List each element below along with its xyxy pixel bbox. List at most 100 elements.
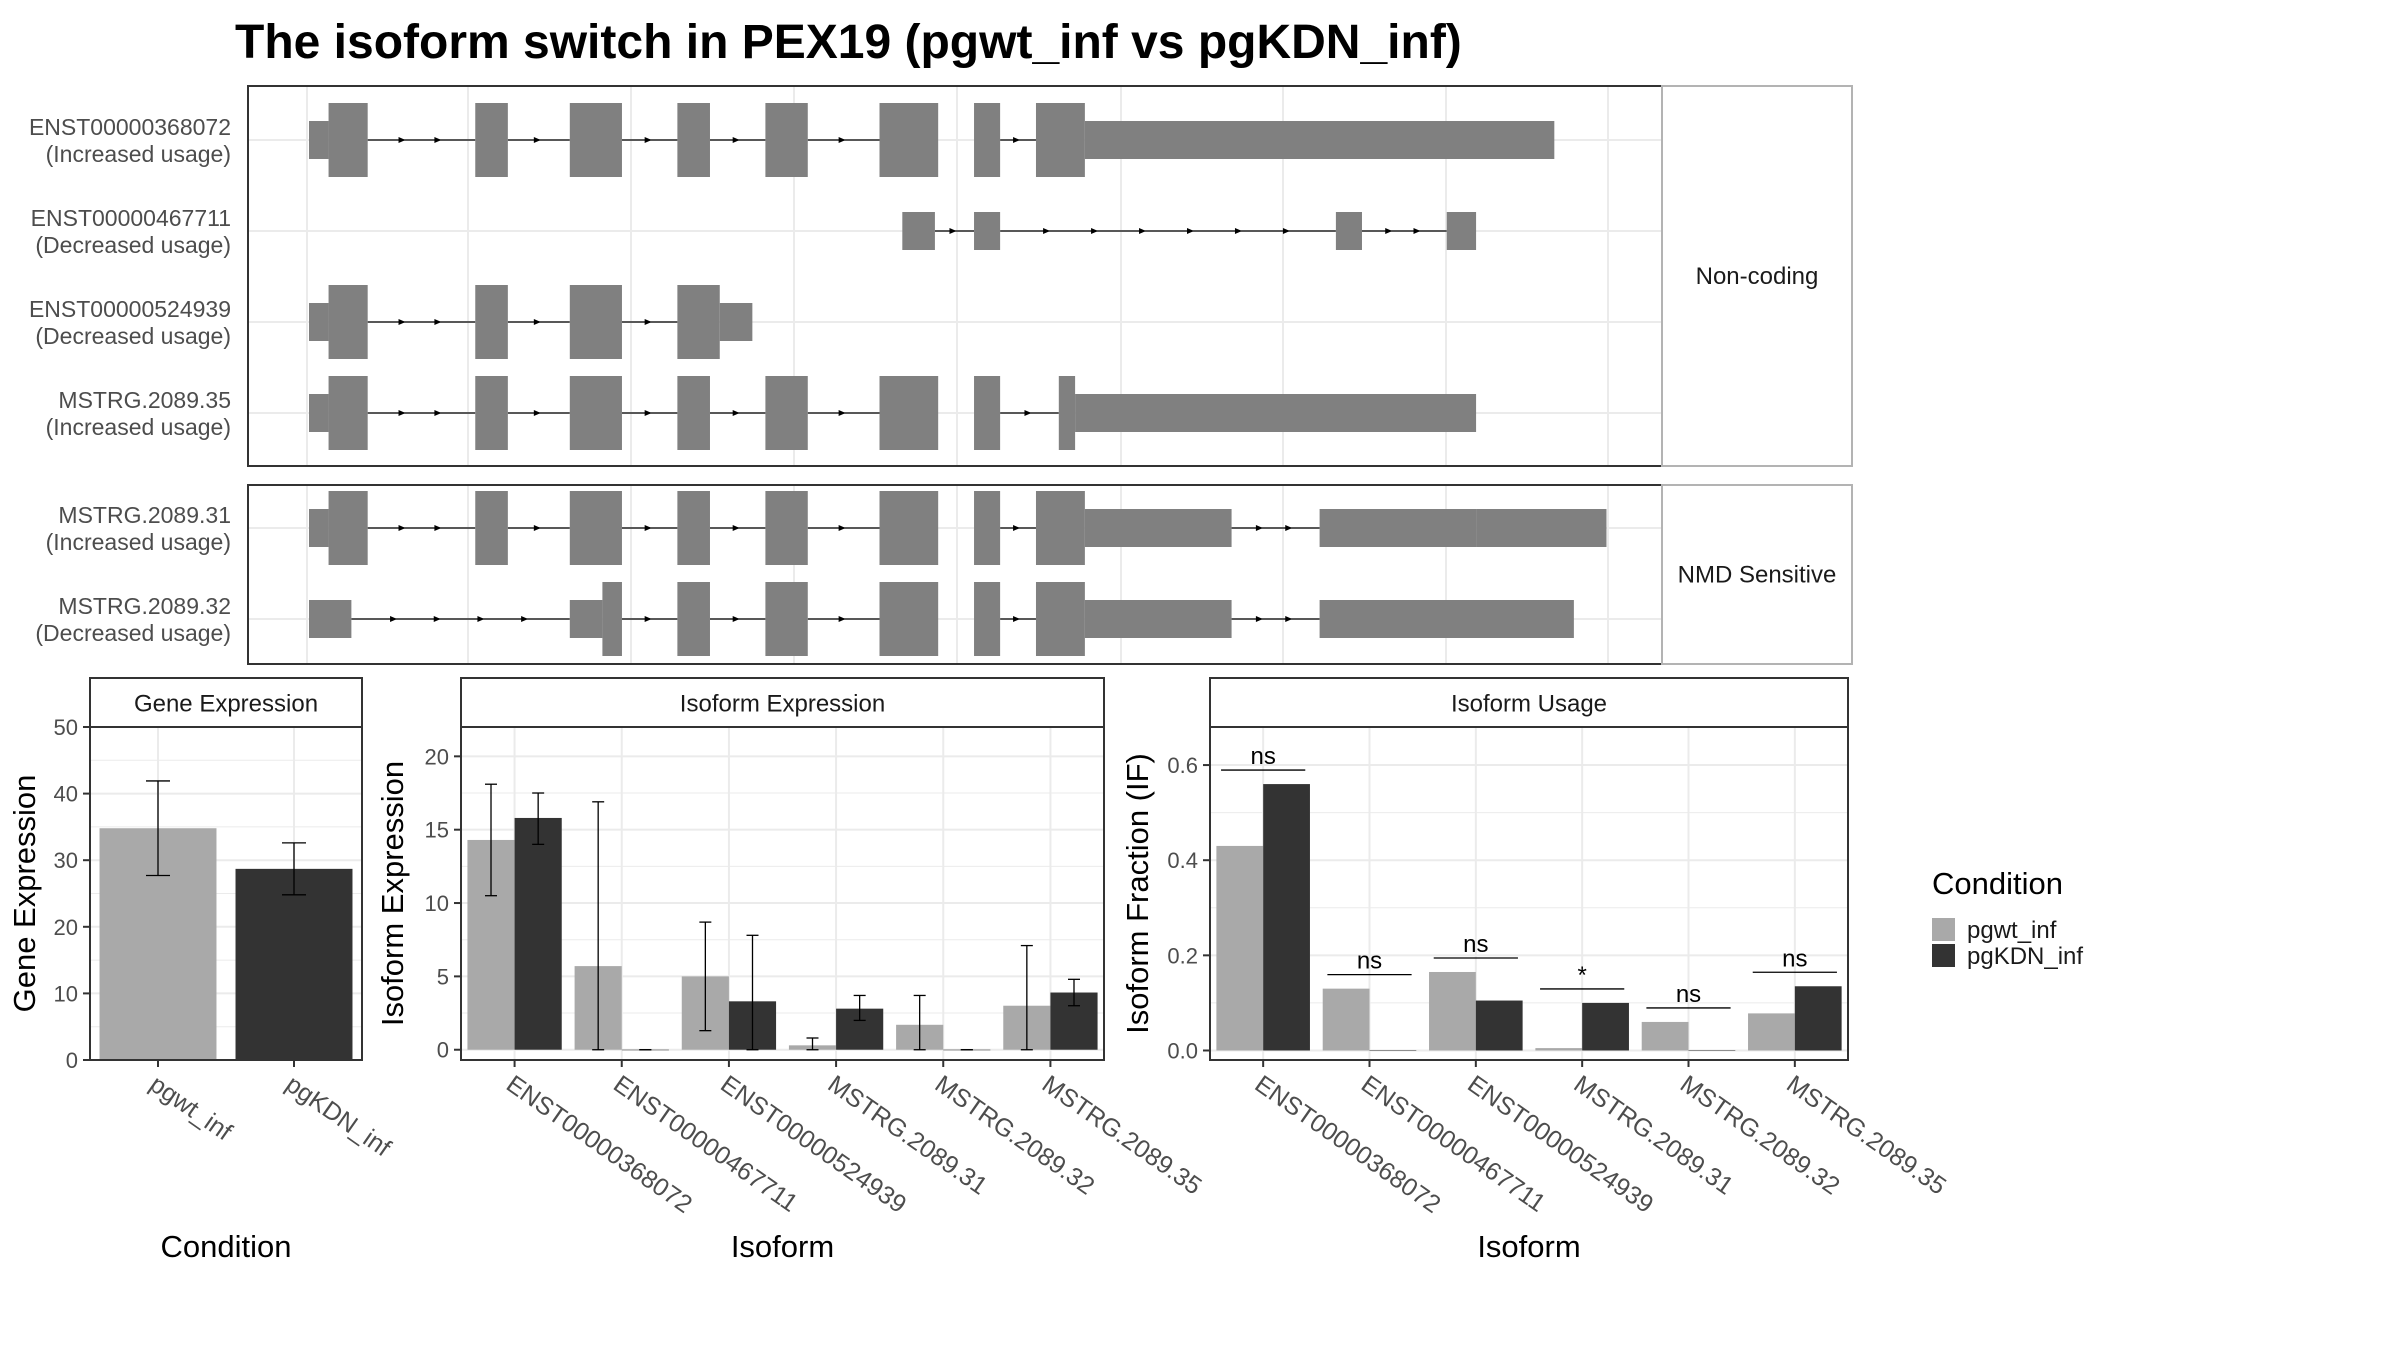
figure-title: The isoform switch in PEX19 (pgwt_inf vs… (235, 16, 1462, 69)
y-tick-label: 0.2 (1167, 943, 1198, 968)
exon (765, 103, 808, 177)
isoform-usage-change: (Increased usage) (46, 529, 231, 555)
intron-arrow (1186, 228, 1194, 234)
x-tick-label: ENST00000467711 (1356, 1070, 1550, 1218)
intron-arrow (434, 319, 442, 325)
bar-pgKDN_inf (1263, 784, 1310, 1051)
intron-arrow (1282, 228, 1290, 234)
legend-label: pgKDN_inf (1967, 943, 2083, 970)
exon (974, 491, 1001, 565)
facet-strip-label: Gene Expression (134, 691, 318, 718)
bar-pgwt_inf (1641, 1021, 1689, 1051)
x-axis-title: Condition (161, 1229, 292, 1264)
bar-pgKDN_inf (1688, 1050, 1736, 1051)
intron-arrow (732, 616, 740, 622)
facet-strip (89, 677, 363, 728)
exon (309, 600, 352, 638)
intron-arrow (533, 410, 541, 416)
intron-arrow (398, 319, 406, 325)
y-tick-label: 50 (54, 715, 78, 740)
exon (309, 509, 329, 547)
exon (974, 376, 1001, 450)
y-tick-label: 30 (54, 848, 78, 873)
exon (1476, 509, 1607, 547)
exon (309, 303, 329, 341)
exon (569, 285, 622, 359)
facet-strip-label: Isoform Usage (1451, 691, 1607, 718)
isoform-usage-change: (Decreased usage) (35, 620, 231, 646)
exon (902, 212, 935, 250)
y-tick-label: 15 (425, 818, 449, 843)
x-tick-label: ENST00000524939 (715, 1070, 911, 1219)
exon (974, 103, 1001, 177)
intron-arrow (949, 228, 957, 234)
bar-pgwt_inf (1322, 988, 1370, 1051)
exon (974, 582, 1001, 656)
exon (765, 376, 808, 450)
exon (1319, 509, 1477, 547)
exon (309, 121, 329, 159)
exon (677, 582, 710, 656)
intron-arrow (1013, 525, 1021, 531)
isoform-label: ENST00000524939 (Decreased usage) (29, 296, 231, 349)
exon (475, 285, 508, 359)
exon (475, 491, 508, 565)
intron-arrow (644, 410, 652, 416)
exon (1035, 491, 1085, 565)
exon (328, 285, 368, 359)
intron-arrow (644, 616, 652, 622)
isoform-id: ENST00000467711 (31, 205, 231, 231)
intron-arrow (1013, 616, 1021, 622)
y-axis-title: Isoform Fraction (IF) (1120, 753, 1155, 1034)
intron-arrow (1043, 228, 1051, 234)
intron-arrow (838, 616, 846, 622)
bar-pgKDN_inf (1475, 1000, 1523, 1051)
exon (677, 376, 710, 450)
plot-panel-bg (1210, 727, 1848, 1060)
bar-pgwt_inf (1429, 971, 1476, 1051)
intron-arrow (732, 410, 740, 416)
intron-arrow (433, 616, 441, 622)
isoform-id: MSTRG.2089.31 (58, 502, 231, 528)
intron-arrow (398, 525, 406, 531)
exon (677, 103, 710, 177)
exon (1075, 394, 1477, 432)
exon (879, 376, 939, 450)
exon (1084, 509, 1232, 547)
exon (1335, 212, 1362, 250)
exon (1084, 600, 1232, 638)
y-tick-label: 10 (425, 891, 449, 916)
y-tick-label: 0 (437, 1038, 449, 1063)
intron-arrow (434, 137, 442, 143)
y-tick-label: 20 (425, 744, 449, 769)
exon (569, 103, 622, 177)
intron-arrow (533, 525, 541, 531)
intron-arrow (1024, 410, 1032, 416)
x-tick-label: ENST00000524939 (1462, 1070, 1658, 1219)
exon (765, 582, 808, 656)
exon (1084, 121, 1555, 159)
legend-swatch-pgwt_inf (1932, 918, 1955, 941)
isoform-label: MSTRG.2089.32 (Decreased usage) (35, 593, 231, 646)
isoform-label: ENST00000467711 (Decreased usage) (31, 205, 231, 258)
exon (475, 103, 508, 177)
isoform-usage-change: (Increased usage) (46, 414, 231, 440)
intron-arrow (838, 137, 846, 143)
x-tick-label: ENST00000467711 (608, 1070, 802, 1218)
intron-arrow (1285, 525, 1293, 531)
legend-label: pgwt_inf (1967, 917, 2057, 944)
isoform-label: MSTRG.2089.35 (Increased usage) (46, 387, 231, 440)
isoform-structure-layer: ENST00000368072 (Increased usage)ENST0000… (29, 85, 1853, 665)
exon (1446, 212, 1477, 250)
bar-pgKDN_inf (1369, 1050, 1417, 1051)
intron-arrow (1255, 616, 1263, 622)
isoform-id: MSTRG.2089.32 (58, 593, 231, 619)
facet-strip-label: NMD Sensitive (1678, 562, 1837, 589)
isoform-id: MSTRG.2089.35 (58, 387, 231, 413)
exon (328, 376, 368, 450)
bar-pgKDN_inf (1794, 986, 1842, 1051)
x-tick-label: pgwt_inf (145, 1070, 237, 1146)
y-tick-label: 0.0 (1167, 1038, 1198, 1063)
intron-arrow (398, 137, 406, 143)
exon (677, 491, 710, 565)
